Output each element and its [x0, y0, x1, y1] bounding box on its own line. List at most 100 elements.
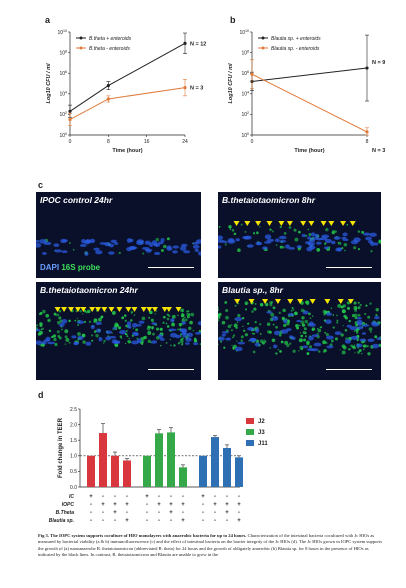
arrowhead-marker — [175, 307, 182, 312]
bacteria-signal — [264, 339, 266, 341]
nucleus — [73, 341, 79, 346]
bacteria-signal — [266, 322, 271, 326]
dapi-label: DAPI — [40, 263, 60, 272]
nucleus — [131, 340, 139, 345]
nucleus — [197, 321, 201, 326]
nucleus — [314, 233, 319, 239]
y-tick-label: 0.5 — [70, 469, 77, 475]
legend-label: Blautia sp. - enteroids — [271, 46, 320, 52]
bacteria-signal — [355, 307, 358, 310]
nucleus — [334, 331, 342, 336]
nucleus — [359, 338, 367, 342]
micrograph-label: B.thetaiotaomicron 8hr — [222, 195, 316, 205]
condition-mark: + — [225, 510, 229, 516]
condition-mark: - — [182, 510, 184, 516]
bacteria-signal — [319, 326, 322, 329]
bacteria-signal — [171, 323, 174, 326]
bacteria-signal — [318, 350, 321, 353]
bacteria-signal — [298, 230, 301, 234]
bacteria-signal — [103, 339, 106, 343]
bacteria-signal — [119, 335, 122, 338]
nucleus — [291, 336, 296, 341]
micrograph-label: Blautia sp., 8hr — [222, 285, 283, 295]
bacteria-signal — [53, 337, 57, 342]
x-axis-label: Time (hour) — [112, 148, 142, 154]
nucleus — [321, 234, 330, 239]
arrowhead-marker — [125, 307, 132, 312]
y-tick-label: 0.0 — [70, 485, 77, 491]
condition-mark: - — [238, 494, 240, 500]
bacteria-signal — [301, 323, 306, 327]
bacteria-signal — [343, 242, 348, 247]
bacteria-signal — [177, 328, 179, 331]
micrograph-label: B.thetaiotaomicron 24hr — [40, 285, 138, 295]
bacteria-signal — [300, 308, 305, 313]
nucleus — [132, 331, 139, 336]
bacteria-signal — [193, 337, 197, 341]
bacteria-signal — [124, 342, 127, 345]
bacteria-signal — [264, 302, 269, 307]
bacteria-signal — [42, 309, 46, 314]
nucleus — [266, 311, 273, 314]
bacteria-signal — [100, 315, 104, 319]
bacteria-signal — [143, 336, 147, 340]
bacteria-signal — [169, 339, 171, 341]
bacteria-signal — [237, 302, 240, 305]
nucleus — [58, 322, 65, 327]
bacteria-signal — [352, 345, 355, 349]
bacteria-signal — [75, 310, 78, 313]
figure-caption: Fig 3. The IOPC system supports cocultur… — [38, 533, 382, 559]
bacteria-signal — [325, 341, 328, 344]
condition-mark: + — [181, 502, 185, 508]
bacteria-signal — [117, 326, 122, 330]
arrowhead-marker — [287, 299, 294, 304]
bacteria-signal — [278, 333, 282, 337]
arrowhead-marker — [286, 221, 293, 226]
bacteria-signal — [225, 315, 229, 320]
nucleus — [301, 345, 309, 349]
bacteria-signal — [254, 303, 257, 305]
legend-marker — [79, 46, 83, 50]
bacteria-signal — [306, 340, 310, 345]
bacteria-signal — [218, 319, 220, 322]
bacteria-signal — [255, 339, 260, 344]
bacteria-signal — [332, 326, 335, 329]
nucleus — [373, 242, 379, 246]
bacteria-signal — [286, 343, 290, 348]
bacteria-signal — [298, 338, 303, 343]
condition-mark: - — [214, 510, 216, 516]
bacteria-signal — [342, 325, 344, 327]
bacteria-signal — [133, 314, 136, 316]
bacteria-signal — [294, 237, 299, 242]
y-tick-label: 106 — [241, 70, 249, 77]
bacteria-signal — [166, 237, 170, 241]
nucleus — [79, 243, 87, 247]
bacteria-signal — [79, 310, 82, 313]
bacteria-signal — [275, 325, 278, 329]
nucleus — [225, 337, 232, 341]
bacteria-signal — [146, 326, 151, 331]
bacteria-signal — [275, 352, 278, 355]
bacteria-signal — [324, 331, 327, 334]
nucleus — [182, 334, 187, 338]
nucleus — [172, 250, 178, 254]
bacteria-signal — [351, 314, 356, 318]
nucleus — [280, 329, 289, 334]
condition-mark: + — [225, 502, 229, 508]
bacteria-signal — [224, 301, 228, 304]
nucleus — [234, 346, 243, 352]
arrowhead-marker — [161, 307, 168, 312]
chart-d: 0.0 0.5 1.0 1.5 2.0 2.5 Fold change in TEER J2 J… — [49, 407, 269, 524]
bacteria-signal — [240, 335, 244, 339]
data-point — [106, 97, 110, 101]
bacteria-signal — [331, 231, 335, 235]
nucleus — [242, 235, 250, 240]
arrowhead-marker — [233, 221, 240, 226]
nucleus — [112, 326, 117, 330]
bacteria-signal — [155, 237, 160, 242]
bacteria-signal — [291, 306, 294, 310]
bacteria-signal — [159, 327, 163, 331]
condition-mark: - — [114, 518, 116, 524]
bacteria-signal — [68, 242, 71, 244]
arrowhead-marker — [80, 307, 87, 312]
